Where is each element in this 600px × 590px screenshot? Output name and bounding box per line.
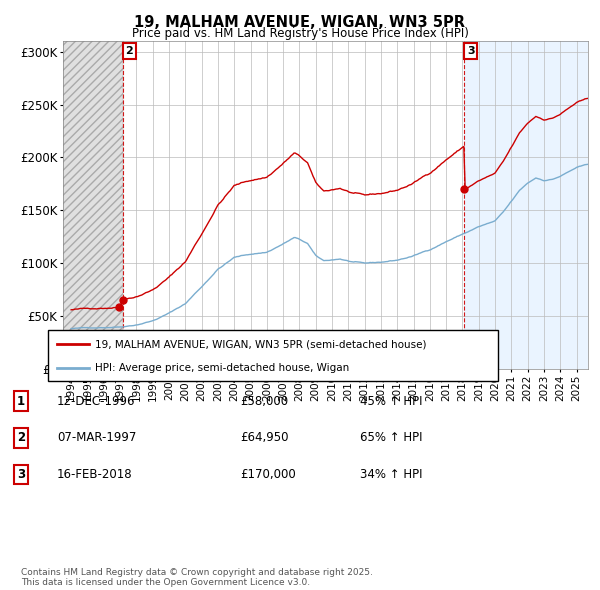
Text: 1: 1 (17, 395, 25, 408)
Text: 2: 2 (125, 46, 133, 56)
Text: £64,950: £64,950 (240, 431, 289, 444)
Text: 65% ↑ HPI: 65% ↑ HPI (360, 431, 422, 444)
Bar (63, 41, 124, 369)
Text: Price paid vs. HM Land Registry's House Price Index (HPI): Price paid vs. HM Land Registry's House … (131, 27, 469, 40)
Text: £170,000: £170,000 (240, 468, 296, 481)
Text: HPI: Average price, semi-detached house, Wigan: HPI: Average price, semi-detached house,… (95, 363, 349, 373)
Text: 12-DEC-1996: 12-DEC-1996 (57, 395, 136, 408)
Text: 16-FEB-2018: 16-FEB-2018 (57, 468, 133, 481)
Text: Contains HM Land Registry data © Crown copyright and database right 2025.
This d: Contains HM Land Registry data © Crown c… (21, 568, 373, 587)
Text: 3: 3 (17, 468, 25, 481)
FancyBboxPatch shape (48, 330, 498, 381)
Text: 19, MALHAM AVENUE, WIGAN, WN3 5PR: 19, MALHAM AVENUE, WIGAN, WN3 5PR (134, 15, 466, 30)
Text: 2: 2 (17, 431, 25, 444)
Text: 3: 3 (467, 46, 475, 56)
Text: 07-MAR-1997: 07-MAR-1997 (57, 431, 136, 444)
Text: 45% ↑ HPI: 45% ↑ HPI (360, 395, 422, 408)
Bar (464, 41, 588, 369)
Text: 19, MALHAM AVENUE, WIGAN, WN3 5PR (semi-detached house): 19, MALHAM AVENUE, WIGAN, WN3 5PR (semi-… (95, 339, 427, 349)
Text: 34% ↑ HPI: 34% ↑ HPI (360, 468, 422, 481)
Text: £58,000: £58,000 (240, 395, 288, 408)
